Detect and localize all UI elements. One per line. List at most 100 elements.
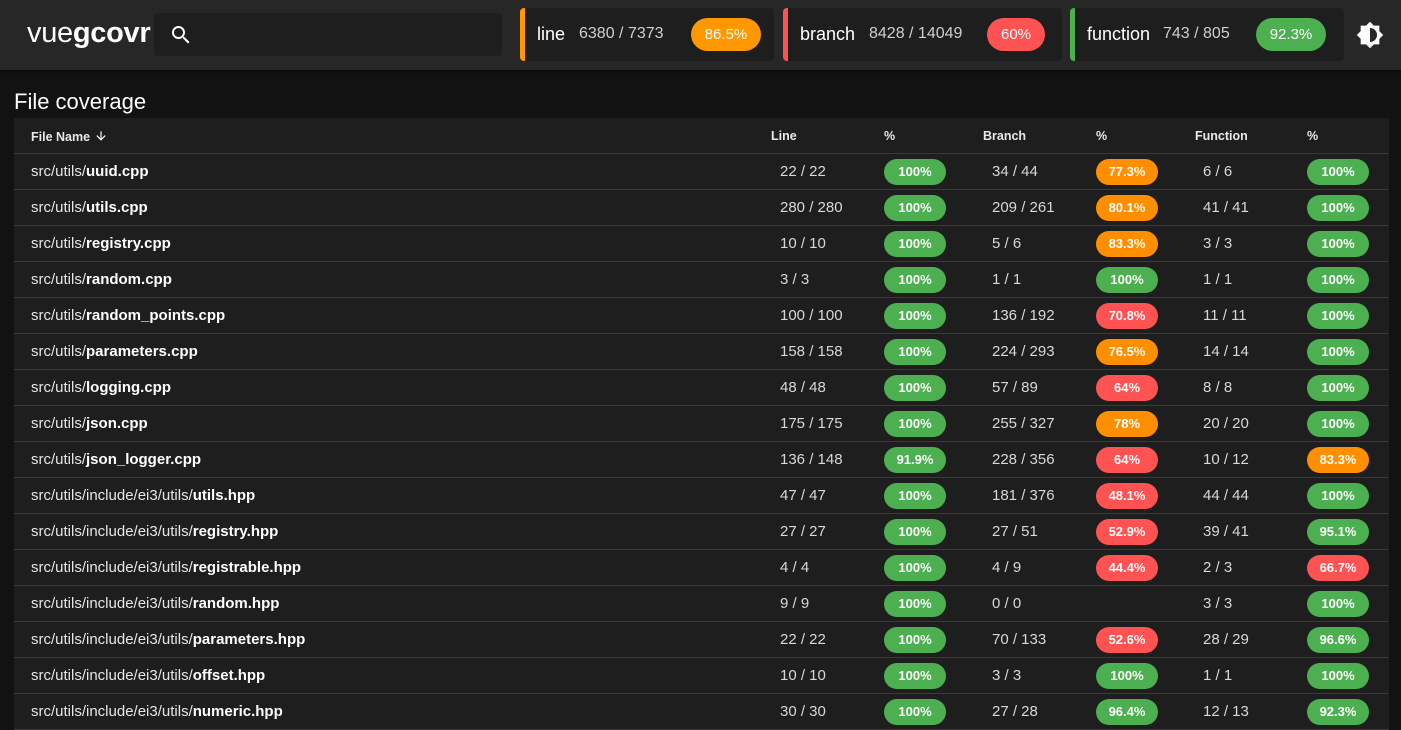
- function-percent-badge: 100%: [1307, 411, 1369, 437]
- coverage-table: File Name Line % Branch % Function % src…: [14, 118, 1389, 730]
- header-function[interactable]: Function: [1195, 129, 1248, 143]
- table-row[interactable]: src/utils/include/ei3/utils/utils.hpp 47 …: [14, 478, 1389, 514]
- header-line-pct[interactable]: %: [884, 129, 896, 143]
- file-name-cell[interactable]: src/utils/registry.cpp: [31, 235, 171, 253]
- table-row[interactable]: src/utils/logging.cpp 48 / 48 100% 57 / 89 6…: [14, 370, 1389, 406]
- function-percent-badge: 100%: [1307, 663, 1369, 689]
- line-percent-badge: 100%: [884, 627, 946, 653]
- search-box[interactable]: [154, 13, 502, 56]
- header-function-pct[interactable]: %: [1307, 129, 1319, 143]
- file-name-cell[interactable]: src/utils/include/ei3/utils/numeric.hpp: [31, 703, 283, 721]
- file-name-cell[interactable]: src/utils/include/ei3/utils/random.hpp: [31, 595, 279, 613]
- file-dir: src/utils/: [31, 379, 87, 396]
- file-dir: src/utils/: [31, 163, 87, 180]
- header-file-name[interactable]: File Name: [31, 129, 108, 144]
- branch-count: 34 / 44: [992, 163, 1038, 180]
- file-name-cell[interactable]: src/utils/json.cpp: [31, 415, 148, 433]
- search-input[interactable]: [202, 21, 496, 49]
- file-name-cell[interactable]: src/utils/random.cpp: [31, 271, 172, 289]
- file-name-cell[interactable]: src/utils/json_logger.cpp: [31, 451, 201, 469]
- table-row[interactable]: src/utils/json.cpp 175 / 175 100% 255 / 327…: [14, 406, 1389, 442]
- line-percent-badge: 100%: [884, 411, 946, 437]
- table-row[interactable]: src/utils/include/ei3/utils/registry.hpp…: [14, 514, 1389, 550]
- summary-count: 6380 / 7373: [579, 25, 664, 42]
- logo-bold: gcovr: [72, 17, 151, 49]
- file-name-cell[interactable]: src/utils/utils.cpp: [31, 199, 148, 217]
- branch-percent-badge: 52.6%: [1096, 627, 1158, 653]
- table-row[interactable]: src/utils/include/ei3/utils/parameters.h…: [14, 622, 1389, 658]
- branch-count: 5 / 6: [992, 235, 1022, 252]
- file-basename: registrable.hpp: [192, 559, 302, 576]
- line-percent-badge: 100%: [884, 375, 946, 401]
- header-branch[interactable]: Branch: [983, 129, 1027, 143]
- table-row[interactable]: src/utils/registry.cpp 10 / 10 100% 5 / 6 83…: [14, 226, 1389, 262]
- function-percent-badge: 95.1%: [1307, 519, 1369, 545]
- file-basename: offset.hpp: [192, 667, 266, 684]
- table-row[interactable]: src/utils/utils.cpp 280 / 280 100% 209 / 26…: [14, 190, 1389, 226]
- summary-percent-badge: 92.3%: [1256, 18, 1326, 51]
- table-row[interactable]: src/utils/include/ei3/utils/offset.hpp 10…: [14, 658, 1389, 694]
- file-basename: utils.cpp: [86, 199, 148, 216]
- header-line[interactable]: Line: [771, 129, 797, 143]
- branch-count: 57 / 89: [992, 379, 1038, 396]
- line-count: 10 / 10: [780, 235, 826, 252]
- table-row[interactable]: src/utils/include/ei3/utils/numeric.hpp 3…: [14, 694, 1389, 730]
- branch-count: 70 / 133: [992, 631, 1047, 648]
- line-percent-badge: 100%: [884, 303, 946, 329]
- file-name-cell[interactable]: src/utils/include/ei3/utils/registry.hpp: [31, 523, 278, 541]
- table-row[interactable]: src/utils/parameters.cpp 158 / 158 100% 224…: [14, 334, 1389, 370]
- line-count: 22 / 22: [780, 163, 826, 180]
- file-dir: src/utils/: [31, 307, 87, 324]
- file-name-cell[interactable]: src/utils/logging.cpp: [31, 379, 171, 397]
- header-file-label: File Name: [31, 130, 91, 144]
- file-dir: src/utils/include/ei3/utils/: [31, 559, 193, 576]
- line-percent-badge: 100%: [884, 339, 946, 365]
- table-row[interactable]: src/utils/random_points.cpp 100 / 100 100%…: [14, 298, 1389, 334]
- file-name-cell[interactable]: src/utils/include/ei3/utils/offset.hpp: [31, 667, 265, 685]
- file-dir: src/utils/: [31, 235, 87, 252]
- function-count: 3 / 3: [1203, 595, 1233, 612]
- function-percent-badge: 100%: [1307, 375, 1369, 401]
- function-percent-badge: 100%: [1307, 267, 1369, 293]
- file-name-cell[interactable]: src/utils/uuid.cpp: [31, 163, 149, 181]
- app-logo[interactable]: vuegcovr: [27, 15, 151, 51]
- line-count: 22 / 22: [780, 631, 826, 648]
- branch-percent-badge: 64%: [1096, 375, 1158, 401]
- branch-percent-badge: 64%: [1096, 447, 1158, 473]
- table-row[interactable]: src/utils/include/ei3/utils/registrable.…: [14, 550, 1389, 586]
- file-name-cell[interactable]: src/utils/include/ei3/utils/parameters.h…: [31, 631, 305, 649]
- header-branch-pct[interactable]: %: [1096, 129, 1108, 143]
- theme-toggle-button[interactable]: [1356, 21, 1384, 54]
- file-dir: src/utils/include/ei3/utils/: [31, 703, 193, 720]
- logo-light: vue: [27, 17, 73, 49]
- function-count: 39 / 41: [1203, 523, 1249, 540]
- file-name-cell[interactable]: src/utils/parameters.cpp: [31, 343, 198, 361]
- file-name-cell[interactable]: src/utils/random_points.cpp: [31, 307, 225, 325]
- file-dir: src/utils/include/ei3/utils/: [31, 667, 193, 684]
- file-name-cell[interactable]: src/utils/include/ei3/utils/registrable.…: [31, 559, 301, 577]
- line-count: 9 / 9: [780, 595, 810, 612]
- file-basename: registry.cpp: [86, 235, 171, 252]
- function-percent-badge: 100%: [1307, 303, 1369, 329]
- file-dir: src/utils/include/ei3/utils/: [31, 595, 193, 612]
- branch-count: 1 / 1: [992, 271, 1022, 288]
- branch-count: 4 / 9: [992, 559, 1022, 576]
- table-row[interactable]: src/utils/uuid.cpp 22 / 22 100% 34 / 44 77.3…: [14, 154, 1389, 190]
- function-percent-badge: 100%: [1307, 231, 1369, 257]
- branch-percent-badge: 70.8%: [1096, 303, 1158, 329]
- search-icon: [172, 26, 190, 44]
- file-basename: random_points.cpp: [86, 307, 226, 324]
- function-count: 8 / 8: [1203, 379, 1233, 396]
- table-row[interactable]: src/utils/json_logger.cpp 136 / 148 91.9% 2…: [14, 442, 1389, 478]
- branch-percent-badge: 80.1%: [1096, 195, 1158, 221]
- file-name-cell[interactable]: src/utils/include/ei3/utils/utils.hpp: [31, 487, 255, 505]
- table-row[interactable]: src/utils/include/ei3/utils/random.hpp 9 …: [14, 586, 1389, 622]
- line-count: 175 / 175: [780, 415, 843, 432]
- table-row[interactable]: src/utils/random.cpp 3 / 3 100% 1 / 1 100% 1 …: [14, 262, 1389, 298]
- branch-percent-badge: 100%: [1096, 663, 1158, 689]
- line-count: 158 / 158: [780, 343, 843, 360]
- file-basename: json.cpp: [86, 415, 148, 432]
- branch-percent-badge: 78%: [1096, 411, 1158, 437]
- file-basename: numeric.hpp: [192, 703, 283, 720]
- branch-percent-badge: 44.4%: [1096, 555, 1158, 581]
